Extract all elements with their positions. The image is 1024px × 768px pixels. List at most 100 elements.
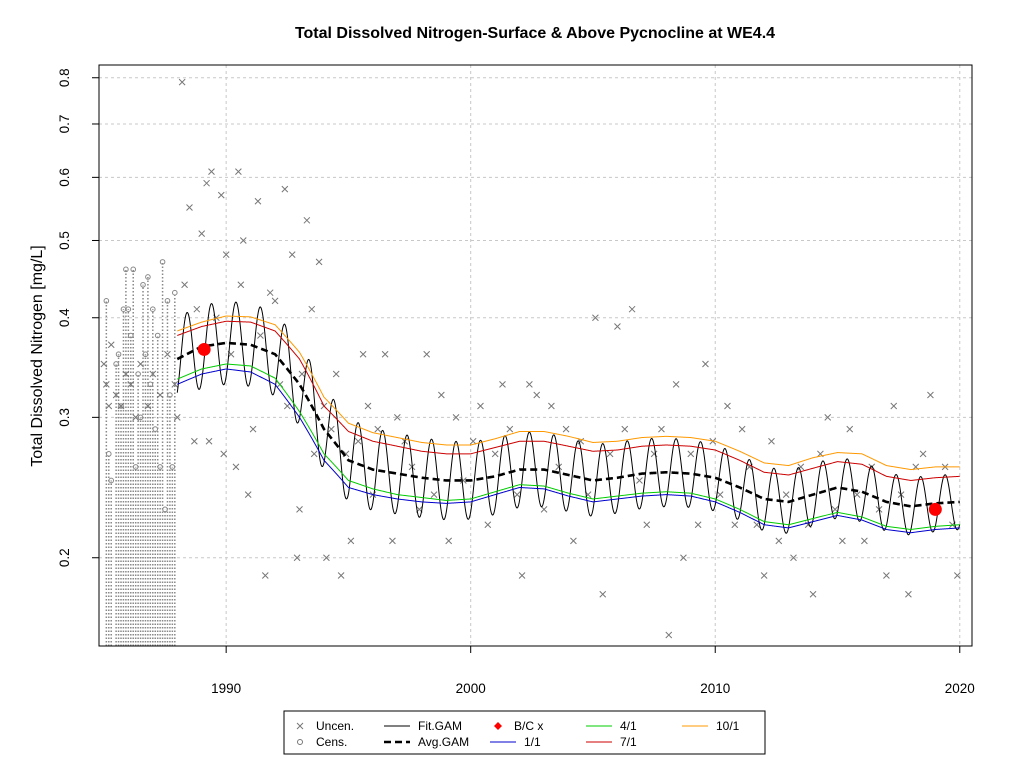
- uncensored-point: [100, 360, 108, 368]
- y-tick-label: 0.3: [57, 408, 72, 427]
- uncensored-point: [359, 350, 367, 358]
- uncensored-point: [570, 537, 577, 545]
- censored-point: [130, 266, 137, 273]
- uncensored-point: [149, 370, 157, 378]
- uncensored-point: [445, 537, 453, 545]
- line-4-1: [177, 363, 960, 531]
- legend-circle-symbol: [297, 739, 303, 745]
- uncensored-point: [846, 425, 854, 433]
- uncensored-point: [883, 572, 890, 579]
- uncensored-point: [235, 168, 242, 175]
- legend-label: 10/1: [716, 719, 740, 733]
- uncensored-point: [198, 230, 206, 237]
- censored-point: [125, 306, 132, 312]
- uncensored-point: [266, 289, 274, 297]
- uncensored-point: [548, 402, 555, 410]
- x-tick-label: 2000: [456, 681, 486, 696]
- censored-point: [140, 281, 146, 288]
- uncensored-point: [724, 402, 731, 410]
- uncensored-point: [853, 491, 861, 498]
- y-tick-label: 0.6: [57, 168, 72, 187]
- x-tick-label: 1990: [211, 681, 241, 696]
- uncensored-point: [332, 370, 340, 378]
- uncensored-point: [694, 521, 702, 529]
- censored-point: [118, 403, 124, 409]
- uncensored-point: [132, 414, 140, 421]
- uncensored-point: [237, 281, 245, 289]
- uncensored-point: [919, 450, 927, 458]
- uncensored-point: [738, 425, 746, 433]
- legend-item: 10/1: [682, 719, 740, 733]
- uncensored-point: [555, 463, 563, 471]
- y-tick-label: 0.7: [57, 115, 72, 134]
- uncensored-point: [203, 179, 210, 187]
- uncensored-point: [315, 258, 323, 266]
- legend-label: Uncen.: [316, 719, 354, 733]
- y-tick-label: 0.2: [57, 548, 72, 567]
- uncensored-point: [381, 350, 389, 358]
- uncensored-point: [308, 305, 316, 313]
- uncensored-point: [513, 491, 521, 498]
- censored-point: [135, 371, 141, 377]
- uncensored-point: [323, 554, 330, 562]
- uncensored-point: [137, 360, 144, 368]
- legend-item: 1/1: [490, 735, 541, 749]
- uncensored-point: [298, 370, 306, 378]
- censored-point: [105, 451, 112, 457]
- y-axis: 0.2 0.3 0.4 0.5 0.6 0.7 0.8: [57, 68, 99, 567]
- legend: Uncen. Cens. Fit.GAM Avg.GAM B/C x 1/1 4/1 7/1 1…: [283, 710, 766, 755]
- uncensored-point: [562, 425, 570, 433]
- uncensored-point: [232, 463, 240, 471]
- uncensored-point: [288, 251, 296, 258]
- uncensored-point: [599, 590, 607, 598]
- uncensored-point: [354, 437, 362, 445]
- uncensored-point: [790, 554, 797, 562]
- uncensored-point: [452, 414, 460, 421]
- uncensored-point: [614, 323, 621, 330]
- uncensored-point: [254, 197, 262, 205]
- legend-item: B/C x: [494, 719, 543, 733]
- uncensored-point: [374, 425, 382, 433]
- uncensored-point: [890, 402, 898, 410]
- censored-point: [113, 361, 119, 367]
- uncensored-point: [191, 437, 198, 445]
- uncensored-point: [606, 450, 614, 458]
- legend-label: 7/1: [620, 735, 637, 749]
- legend-item: 7/1: [586, 735, 637, 749]
- censored-point: [147, 381, 154, 388]
- avg-gam-line: [176, 341, 960, 508]
- uncensored-point: [208, 168, 215, 175]
- plot-series: [100, 78, 961, 646]
- uncensored-point: [144, 402, 152, 410]
- censored-point: [154, 332, 161, 339]
- legend-item: Uncen.: [296, 719, 354, 733]
- uncensored-point: [156, 391, 164, 399]
- uncensored-point: [540, 505, 548, 513]
- uncensored-point: [953, 572, 961, 579]
- uncensored-point: [249, 425, 257, 433]
- uncensored-point: [760, 572, 768, 579]
- uncensored-point: [173, 414, 181, 421]
- legend-label: 4/1: [620, 719, 637, 733]
- chart-title: Total Dissolved Nitrogen-Surface & Above…: [295, 25, 775, 42]
- uncensored-point: [782, 491, 790, 498]
- uncensored-point: [687, 450, 695, 458]
- uncensored-point: [469, 437, 477, 445]
- uncensored-point: [102, 381, 110, 388]
- uncensored-point: [310, 450, 318, 458]
- uncensored-point: [239, 237, 247, 244]
- uncensored-point: [423, 350, 431, 358]
- uncensored-point: [643, 521, 651, 529]
- uncensored-point: [222, 251, 230, 258]
- plot-frame: [98, 64, 973, 647]
- censored-point: [149, 306, 156, 312]
- legend-label: Cens.: [316, 735, 347, 749]
- uncensored-point: [680, 554, 687, 562]
- uncensored-point: [533, 391, 541, 399]
- censored-point: [159, 259, 166, 265]
- uncensored-point: [731, 521, 739, 529]
- uncensored-point: [178, 78, 186, 86]
- uncensored-point: [484, 521, 492, 529]
- legend-label: Avg.GAM: [418, 735, 469, 749]
